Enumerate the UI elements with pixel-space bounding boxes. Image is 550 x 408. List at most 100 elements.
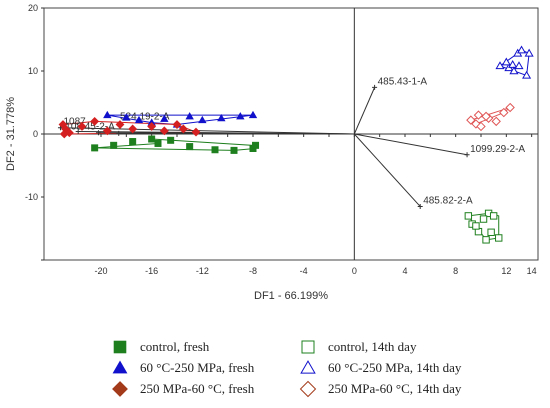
legend-label: control, 14th day <box>328 339 417 354</box>
legend-label: 60 °C-250 MPa, 14th day <box>328 360 462 375</box>
data-point <box>472 222 480 230</box>
data-point <box>185 112 194 120</box>
legend-marker <box>112 381 128 397</box>
data-point <box>128 124 138 134</box>
data-point <box>91 144 99 152</box>
legend-label: 60 °C-250 MPa, fresh <box>140 360 255 375</box>
data-point <box>522 70 532 79</box>
data-point <box>211 146 219 154</box>
loading-vector-tip <box>95 130 101 136</box>
data-point <box>479 215 488 223</box>
y-axis-label: DF2 - 31.778% <box>5 97 17 171</box>
data-point <box>172 120 182 129</box>
data-point <box>110 141 118 149</box>
loading-vectors: 485.43-1-A 1099.29-2-A 485.82-2-A 1087 524.1… <box>57 76 525 209</box>
data-point <box>464 212 473 220</box>
loading-vector-line <box>353 87 376 135</box>
x-axis-label: DF1 - 66.199% <box>254 290 328 302</box>
x-tick-label: 4 <box>402 266 407 276</box>
data-point <box>191 127 201 137</box>
loading-vector-tip <box>464 152 470 158</box>
data-point <box>178 124 188 134</box>
data-point <box>252 141 260 149</box>
loading-vector-line <box>353 133 421 207</box>
data-point <box>508 60 518 68</box>
data-point <box>59 129 69 139</box>
data-point <box>491 116 501 127</box>
loading-vector-label: 485.43-1-A <box>378 76 428 87</box>
x-tick-label: -4 <box>300 266 308 276</box>
data-point <box>103 110 112 119</box>
x-tick-label: -20 <box>94 266 107 276</box>
legend-marker <box>112 360 128 374</box>
legend-marker <box>299 380 317 398</box>
y-tick-label: 10 <box>28 66 38 76</box>
data-point <box>90 116 100 126</box>
x-tick-label: -16 <box>145 266 158 276</box>
loading-vector-tip <box>116 130 122 136</box>
data-point <box>134 115 144 124</box>
loading-vector-line <box>118 132 355 135</box>
data-point <box>524 48 534 57</box>
data-point <box>167 136 175 144</box>
data-point <box>495 61 505 70</box>
data-point <box>217 113 226 122</box>
data-point <box>495 234 503 242</box>
data-point <box>122 113 131 121</box>
tick-labels: -20 -16 -12 -8 -4 0 4 8 12 14 -10 0 10 20 <box>25 3 537 276</box>
y-tick-label: 20 <box>28 3 38 13</box>
data-point <box>147 122 157 131</box>
x-tick-label: 8 <box>453 266 458 276</box>
x-tick-label: 12 <box>501 266 511 276</box>
data-point <box>102 126 112 136</box>
data-point <box>159 126 169 136</box>
legend-marker <box>300 360 316 374</box>
data-point <box>160 114 169 122</box>
data-point <box>473 110 484 120</box>
data-point <box>501 57 511 66</box>
data-point <box>481 111 491 122</box>
data-point <box>154 139 162 147</box>
data-point <box>115 120 125 129</box>
x-tick-label: 0 <box>352 266 357 276</box>
legend-label: control, fresh <box>140 339 210 354</box>
loading-vector-tip <box>75 128 81 134</box>
y-tick-label: 0 <box>33 129 38 139</box>
data-point <box>230 146 238 154</box>
data-point <box>236 112 245 120</box>
loading-vector-label: 524.19-2-A <box>120 111 170 122</box>
loading-vector-label: 1099.29-2-A <box>470 144 525 155</box>
legend-marker <box>301 340 315 354</box>
loading-vector-label: 485.82-2-A <box>423 195 473 206</box>
legend-label: 250 MPa-60 °C, 14th day <box>328 381 462 396</box>
data-point <box>77 122 87 131</box>
legend-label: 250 MPa-60 °C, fresh <box>140 381 255 396</box>
data-point <box>186 143 194 151</box>
x-tick-label: -12 <box>196 266 209 276</box>
loading-vector-label: 1108.45-2-A <box>60 121 115 132</box>
data-point <box>466 115 476 125</box>
loading-vector-tip <box>417 203 423 209</box>
data-point <box>198 115 207 124</box>
data-point <box>489 212 498 220</box>
loading-vector-label: 1087 <box>63 117 86 128</box>
data-point <box>248 110 258 119</box>
data-point <box>509 66 519 75</box>
legend: control, fresh control, 14th day 60 °C-250… <box>112 339 462 398</box>
loading-vector-tip <box>372 84 378 90</box>
data-point <box>505 102 515 113</box>
data-point <box>516 45 527 54</box>
y-tick-label: -10 <box>25 192 38 202</box>
data-points <box>58 45 534 244</box>
data-point <box>487 228 495 236</box>
data-point <box>514 61 524 70</box>
x-tick-label: -8 <box>249 266 257 276</box>
legend-marker <box>113 340 127 354</box>
data-point <box>476 121 486 132</box>
loading-vector-line <box>354 133 468 156</box>
data-point <box>148 135 156 143</box>
data-point <box>482 236 490 244</box>
x-tick-label: 14 <box>527 266 537 276</box>
data-point <box>499 107 509 118</box>
